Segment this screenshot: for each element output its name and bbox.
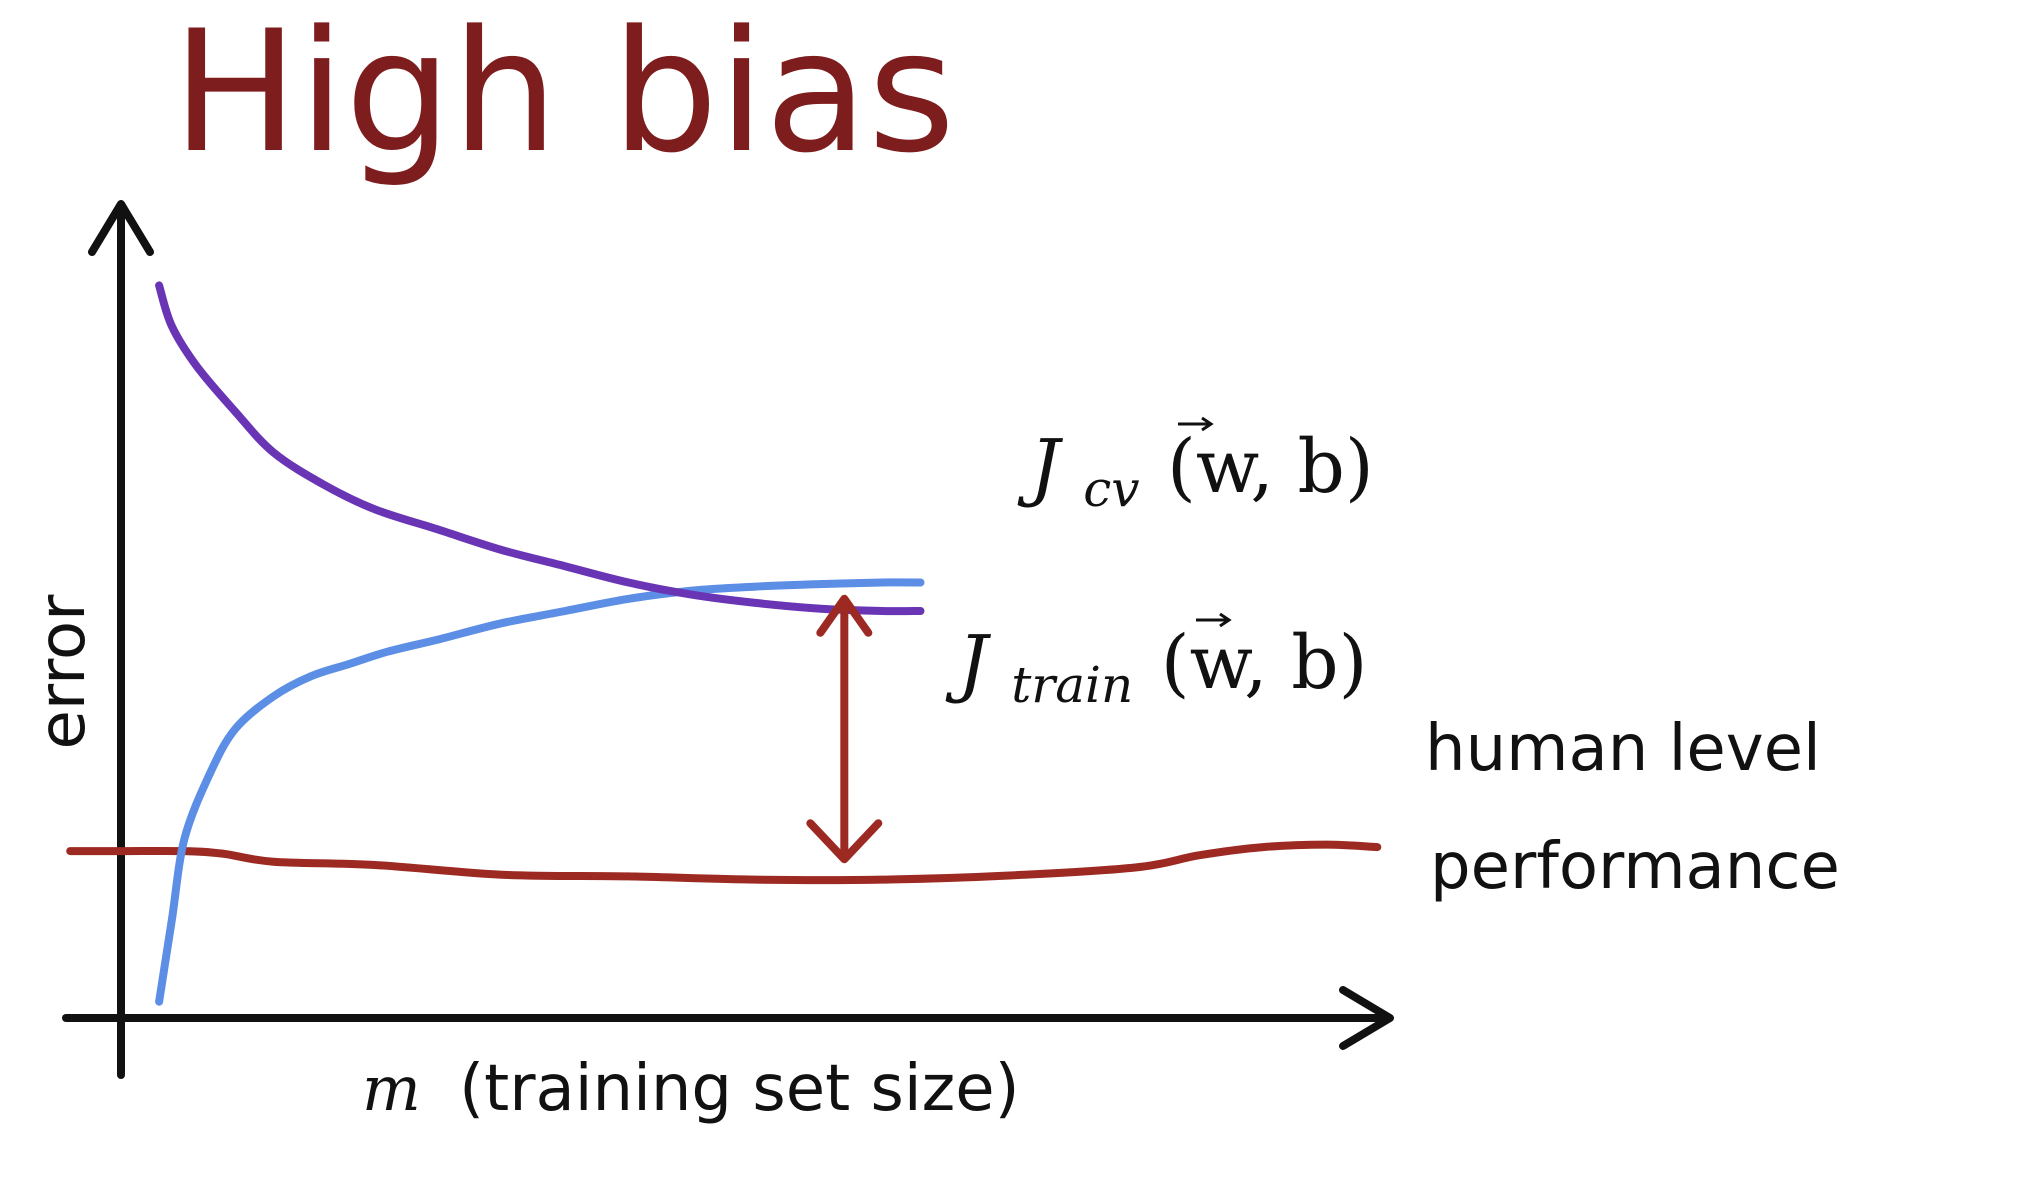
j-cv-main: J <box>1017 424 1064 510</box>
series-line-human-level <box>66 840 1382 885</box>
label-human-level: human level performance <box>1425 712 1840 904</box>
x-axis-arrowhead <box>1339 986 1394 1050</box>
gap-arrow-head-bottom <box>806 819 883 864</box>
human-level-line-1: human level <box>1425 712 1821 786</box>
vector-arrow-icon <box>1196 612 1232 628</box>
human-level-line-2: performance <box>1430 830 1840 904</box>
label-j-cv: J cv (w, b) <box>1017 416 1374 524</box>
axes <box>62 200 1394 1079</box>
gap-double-arrow <box>806 594 883 864</box>
x-axis-text: (training set size) <box>459 1052 1019 1126</box>
j-train-main: J <box>945 620 992 706</box>
j-train-args: (w, b) <box>1161 620 1368 706</box>
j-train-sub: train <box>1011 656 1133 714</box>
j-cv-args: (w, b) <box>1167 424 1374 510</box>
series-layer <box>66 281 1382 1006</box>
label-j-train: J train (w, b) <box>945 612 1367 720</box>
svg-text:J train (w, b): J train (w, b) <box>945 620 1367 720</box>
series-line-j-cv <box>155 281 925 616</box>
vector-arrow-icon <box>1178 416 1214 432</box>
x-axis-label: m (training set size) <box>362 1052 1020 1126</box>
series-line-j-train <box>155 578 925 1006</box>
annotation-layer <box>806 594 883 864</box>
y-axis-arrowhead <box>88 200 154 256</box>
chart-title: High bias <box>172 0 956 190</box>
svg-text:J cv (w, b): J cv (w, b) <box>1017 424 1374 524</box>
j-cv-sub: cv <box>1083 460 1139 518</box>
y-axis-label: error <box>26 594 100 750</box>
x-axis-symbol: m <box>362 1052 421 1125</box>
gap-arrow-head-top <box>816 594 873 637</box>
